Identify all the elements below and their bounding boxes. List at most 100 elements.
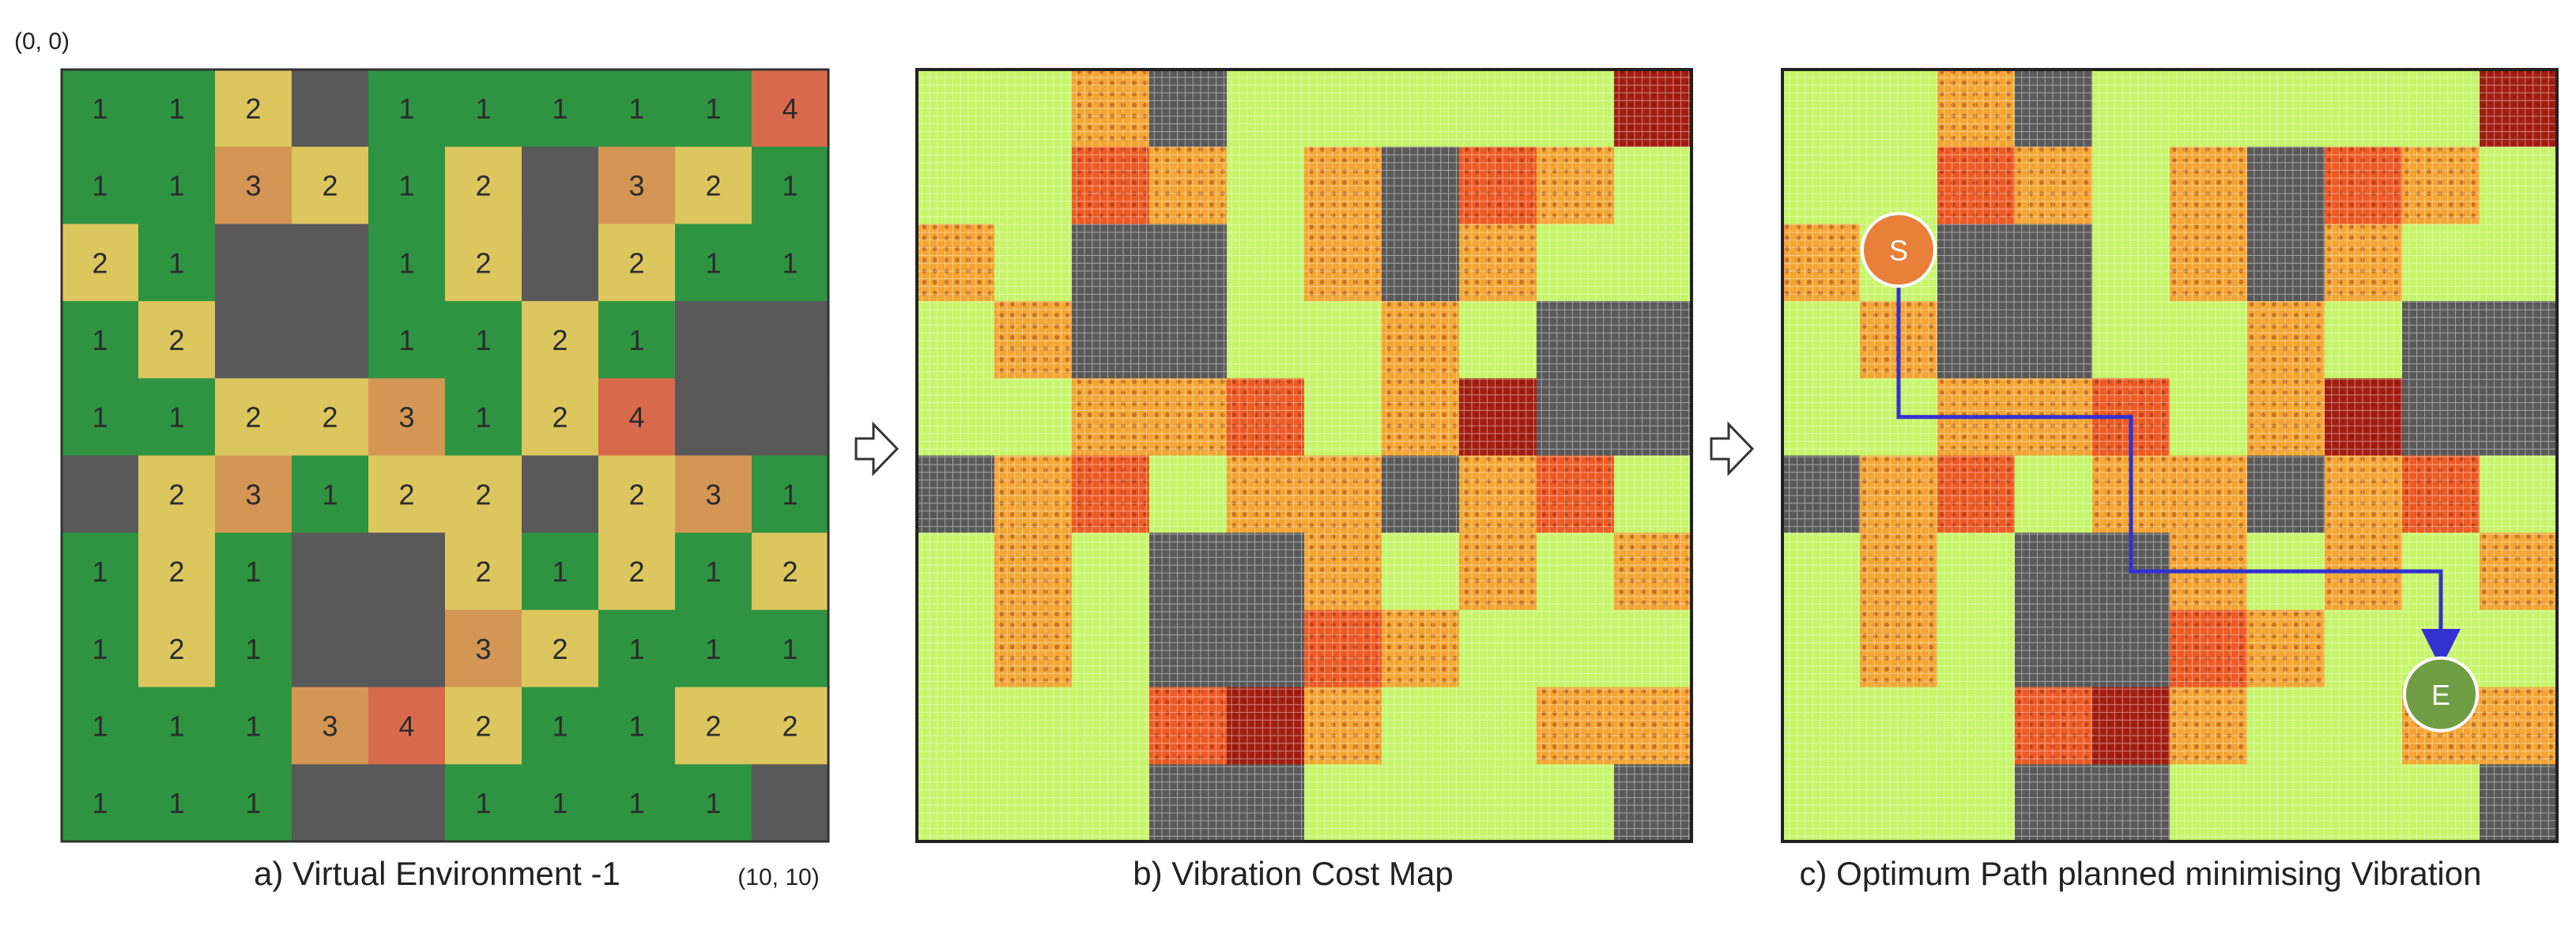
- grid-cell: [138, 533, 216, 611]
- panel-border: [60, 68, 830, 843]
- obstacle-cell: [522, 224, 599, 302]
- grid-cell: [215, 378, 292, 456]
- grid-cell: [292, 146, 369, 224]
- cell-cost-label: 2: [245, 92, 261, 125]
- cell-cost-label: 1: [92, 787, 107, 819]
- obstacle-cell: [292, 301, 369, 379]
- obstacle-cell: [368, 764, 446, 842]
- obstacle-cell: [522, 455, 599, 533]
- grid-cell: [752, 609, 829, 688]
- grid-cell: [138, 378, 216, 456]
- start-marker-label: S: [1889, 234, 1908, 266]
- cell-cost-label: 1: [552, 787, 568, 819]
- cell-cost-label: 2: [168, 555, 184, 588]
- obstacle-cell: [522, 146, 599, 224]
- obstacle-cell: [292, 224, 369, 302]
- cell-cost-label: 2: [168, 324, 184, 356]
- cell-cost-label: 1: [322, 478, 338, 510]
- cell-cost-label: 2: [475, 555, 491, 588]
- grid-cell: [445, 533, 522, 611]
- grid-cell: [292, 378, 369, 456]
- grid-cell: [445, 70, 522, 148]
- cell-cost-label: 1: [245, 555, 261, 588]
- grid-cell: [598, 455, 676, 533]
- obstacle-cell: [752, 301, 829, 379]
- grid-cell: [598, 224, 676, 302]
- grid-cell: [445, 764, 522, 842]
- grid-cell: [445, 455, 522, 533]
- cell-cost-label: 1: [168, 170, 184, 202]
- grid-cell: [598, 146, 676, 224]
- grid-cell: [368, 301, 446, 379]
- cell-cost-label: 1: [168, 247, 184, 279]
- cell-cost-label: 2: [92, 247, 107, 279]
- cell-cost-label: 2: [475, 478, 491, 510]
- cell-cost-label: 1: [92, 710, 107, 742]
- cell-cost-label: 2: [628, 478, 644, 510]
- end-coordinate: (10, 10): [737, 864, 819, 890]
- cell-cost-label: 2: [322, 401, 338, 434]
- cell-cost-label: 3: [475, 633, 491, 665]
- grid-cell: [598, 764, 676, 842]
- cell-cost-label: 1: [475, 787, 491, 819]
- grid-cell: [598, 687, 676, 765]
- grid-cell: [62, 533, 139, 611]
- cell-cost-label: 1: [705, 633, 721, 665]
- cell-cost-label: 2: [322, 170, 338, 202]
- grid-cell: [752, 70, 829, 148]
- grid-cell: [215, 455, 292, 533]
- grid-cell: [292, 687, 369, 765]
- arrow-right-icon: [1710, 421, 1755, 476]
- cell-cost-label: 2: [398, 478, 414, 510]
- grid-cell: [138, 70, 216, 148]
- grid-cell: [752, 224, 829, 302]
- grid-cell: [445, 609, 522, 688]
- cell-cost-label: 2: [705, 170, 721, 202]
- grid-cell: [215, 533, 292, 611]
- obstacle-cell: [292, 70, 369, 148]
- cell-cost-label: 1: [475, 401, 491, 434]
- cell-cost-label: 1: [628, 92, 644, 125]
- cell-cost-label: 1: [398, 170, 414, 202]
- cell-cost-label: 1: [92, 633, 107, 665]
- cell-cost-label: 2: [782, 710, 798, 742]
- cell-cost-label: 1: [245, 787, 261, 819]
- cell-cost-label: 2: [168, 478, 184, 510]
- cell-cost-label: 1: [628, 324, 644, 356]
- grid-cell: [138, 455, 216, 533]
- cell-cost-label: 2: [552, 324, 568, 356]
- caption-b: b) Vibration Cost Map: [1133, 855, 1453, 892]
- cell-cost-label: 1: [552, 92, 568, 125]
- cell-cost-label: 1: [782, 633, 798, 665]
- grid-cell: [138, 687, 216, 765]
- cell-cost-label: 1: [168, 92, 184, 125]
- obstacle-cell: [368, 533, 446, 611]
- start-marker: [1861, 212, 1937, 288]
- cell-cost-label: 1: [705, 787, 721, 819]
- obstacle-cell: [675, 378, 752, 456]
- obstacle-cell: [368, 609, 446, 688]
- panel-border: [915, 68, 1693, 843]
- grid-cell: [522, 70, 599, 148]
- grid-cell: [62, 301, 139, 379]
- grid-cell: [445, 146, 522, 224]
- cell-cost-label: 1: [705, 247, 721, 279]
- cell-cost-label: 1: [92, 401, 107, 434]
- grid-cell: [675, 146, 752, 224]
- grid-cell: [368, 455, 446, 533]
- obstacle-cell: [62, 455, 139, 533]
- grid-cell: [62, 764, 139, 842]
- grid-cell: [445, 301, 522, 379]
- cell-cost-label: 2: [552, 633, 568, 665]
- grid-cell: [675, 609, 752, 688]
- panel-optimum-path: SE: [1781, 68, 2559, 843]
- grid-cell: [752, 687, 829, 765]
- grid-cell: [215, 146, 292, 224]
- grid-cell: [598, 609, 676, 688]
- cell-cost-label: 2: [245, 401, 261, 434]
- arrow-right-icon: [854, 421, 900, 476]
- grid-cell: [675, 687, 752, 765]
- cell-cost-label: 4: [782, 92, 798, 125]
- panel-vibration-cost-map: [915, 68, 1693, 843]
- cell-cost-label: 3: [398, 401, 414, 434]
